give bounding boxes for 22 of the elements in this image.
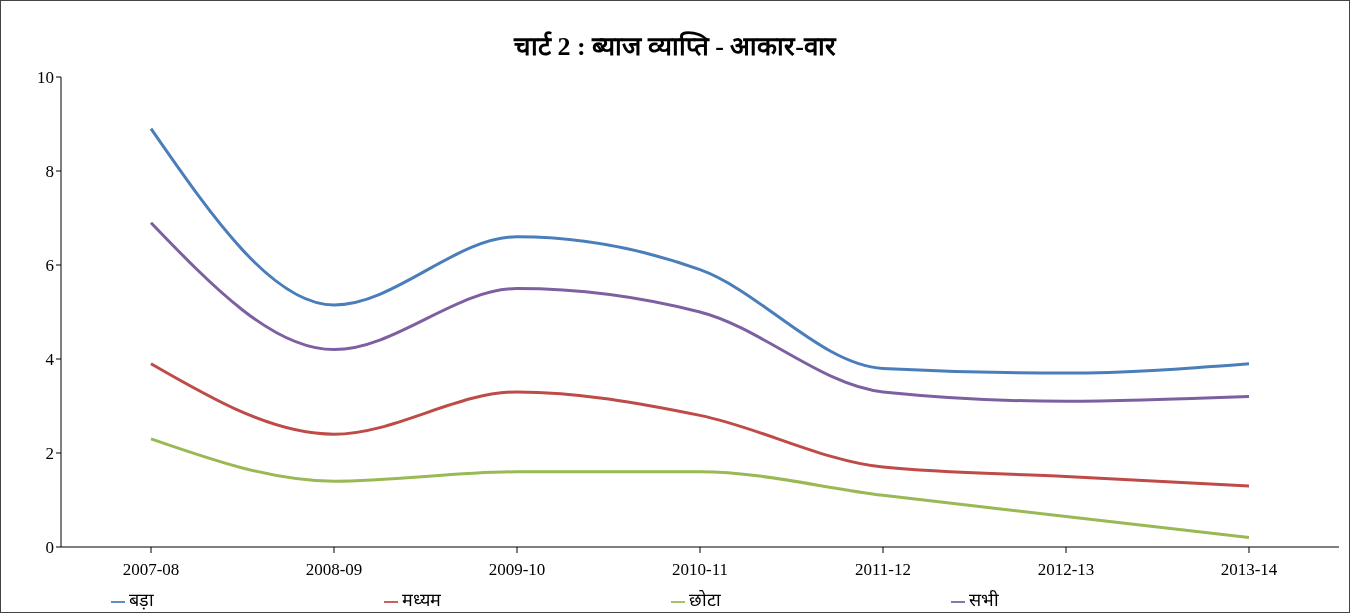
line-series bbox=[149, 127, 1251, 375]
x-tick-label: 2010-11 bbox=[671, 560, 729, 580]
y-tick-label: 4 bbox=[45, 350, 55, 370]
y-tick-label: 8 bbox=[45, 162, 54, 182]
legend-label: छोटा bbox=[689, 590, 721, 610]
x-tick-label: 2011-12 bbox=[854, 560, 912, 580]
y-tick-label: 6 bbox=[45, 256, 54, 276]
x-tick-label: 2007-08 bbox=[122, 560, 180, 580]
x-tick-label: 2009-10 bbox=[488, 560, 546, 580]
legend-label: सभी bbox=[969, 590, 999, 610]
y-tick-label: 0 bbox=[45, 538, 54, 558]
x-tick-label: 2013-14 bbox=[1220, 560, 1278, 580]
chart-title: चार्ट 2 : ब्याज व्याप्ति - आकार-वार bbox=[512, 30, 838, 61]
y-tick-label: 2 bbox=[45, 444, 54, 464]
line-series bbox=[149, 437, 1251, 540]
line-series bbox=[149, 221, 1251, 403]
legend-label: मध्यम bbox=[402, 590, 441, 610]
y-tick-label: 10 bbox=[37, 68, 54, 88]
legend-label: बड़ा bbox=[129, 590, 154, 610]
x-tick-label: 2008-09 bbox=[305, 560, 363, 580]
line-series bbox=[149, 362, 1251, 488]
x-tick-label: 2012-13 bbox=[1037, 560, 1095, 580]
